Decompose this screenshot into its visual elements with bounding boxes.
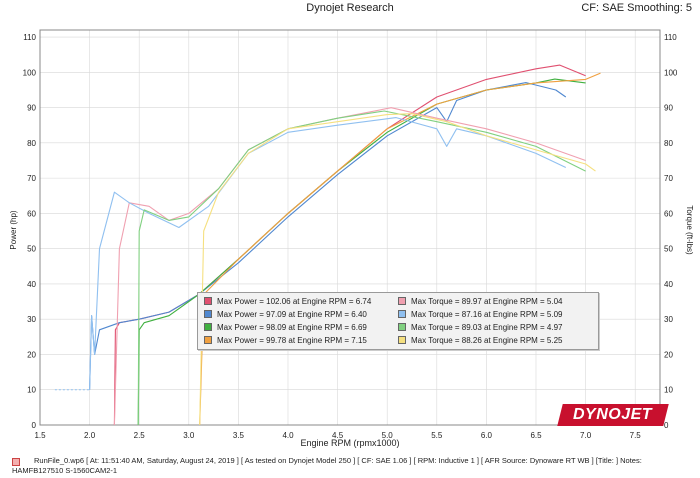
y-tick-label-right: 20: [664, 350, 673, 359]
x-tick-label: 3.5: [233, 431, 245, 440]
power-series-line: [113, 64, 586, 426]
dynojet-logo: DYNOJET: [557, 404, 669, 426]
correction-smoothing-label: CF: SAE Smoothing: 5: [581, 2, 692, 14]
x-axis-label: Engine RPM (rpmx1000): [300, 438, 399, 448]
legend-swatch: [398, 296, 406, 305]
y-tick-label-left: 40: [27, 280, 36, 289]
torque-series-line: [199, 113, 596, 426]
legend-swatch: [398, 322, 406, 331]
y-tick-label-right: 10: [664, 386, 673, 395]
legend-item: Max Power = 97.09 at Engine RPM = 6.40: [204, 309, 367, 320]
legend: Max Power = 102.06 at Engine RPM = 6.74 …: [197, 292, 599, 350]
torque-series-line: [113, 107, 586, 426]
legend-swatch: [204, 335, 212, 344]
torque-series-line: [137, 110, 586, 426]
legend-item: Max Torque = 87.16 at Engine RPM = 5.09: [398, 309, 563, 320]
logo-text: DYNOJET: [573, 406, 653, 423]
y-tick-label-left: 10: [27, 386, 36, 395]
x-tick-label: 4.5: [332, 431, 344, 440]
y-tick-label-right: 80: [664, 139, 673, 148]
x-tick-label: 5.0: [382, 431, 394, 440]
y-tick-label-left: 90: [27, 104, 36, 113]
x-tick-label: 6.0: [481, 431, 493, 440]
x-tick-label: 1.5: [34, 431, 46, 440]
power-series-line: [199, 72, 601, 426]
legend-item: Max Power = 98.09 at Engine RPM = 6.69: [204, 322, 367, 333]
y-tick-label-right: 90: [664, 104, 673, 113]
y-tick-label-right: 30: [664, 315, 673, 324]
run-file-footer: RunFile_0.wp6 [ At: 11:51:40 AM, Saturda…: [0, 455, 700, 478]
legend-item: Max Torque = 88.26 at Engine RPM = 5.25: [398, 335, 563, 346]
y-tick-label-right: 60: [664, 209, 673, 218]
legend-label: Max Torque = 89.97 at Engine RPM = 5.04: [411, 297, 563, 306]
x-tick-label: 5.5: [431, 431, 443, 440]
legend-item: Max Torque = 89.97 at Engine RPM = 5.04: [398, 296, 563, 307]
power-series-line: [137, 78, 586, 426]
x-tick-label: 6.5: [530, 431, 542, 440]
y-axis-label-left: Power (hp): [9, 210, 18, 249]
y-tick-label-right: 50: [664, 245, 673, 254]
y-tick-label-left: 100: [23, 68, 37, 77]
x-tick-label: 3.0: [183, 431, 195, 440]
legend-label: Max Power = 97.09 at Engine RPM = 6.40: [217, 310, 367, 319]
legend-item: Max Torque = 89.03 at Engine RPM = 4.97: [398, 322, 563, 333]
legend-swatch: [204, 322, 212, 331]
series-lines: [89, 64, 601, 426]
legend-swatch: [398, 335, 406, 344]
y-tick-label-left: 80: [27, 139, 36, 148]
y-tick-label-left: 110: [23, 33, 36, 42]
legend-label: Max Torque = 87.16 at Engine RPM = 5.09: [411, 310, 563, 319]
grid: [39, 30, 660, 426]
legend-swatch: [398, 309, 406, 318]
axes: 1.5 2.0 2.5 3.0 3.5 4.0 4.5 5.0 5.5 6.0 6.5 7.0 7.5 0…: [23, 29, 678, 440]
y-tick-label-left: 70: [27, 174, 36, 183]
legend-swatch: [204, 309, 212, 318]
y-tick-label-right: 110: [664, 33, 677, 42]
x-tick-label: 2.5: [134, 431, 146, 440]
legend-swatch: [204, 296, 212, 305]
y-tick-label-right: 70: [664, 174, 673, 183]
run-file-notes: HAMFB127510 S-1560CAM2-1: [12, 466, 118, 475]
chart-title: Dynojet Research: [306, 2, 394, 14]
run-file-info: RunFile_0.wp6 [ At: 11:51:40 AM, Saturda…: [34, 456, 642, 465]
y-tick-label-left: 30: [27, 315, 36, 324]
x-tick-label: 4.0: [282, 431, 294, 440]
x-tick-label: 7.0: [580, 431, 592, 440]
y-tick-label-left: 20: [27, 350, 36, 359]
legend-item: Max Power = 102.06 at Engine RPM = 6.74: [204, 296, 371, 307]
legend-label: Max Power = 98.09 at Engine RPM = 6.69: [217, 323, 367, 332]
y-tick-label-left: 0: [32, 421, 37, 430]
legend-label: Max Torque = 89.03 at Engine RPM = 4.97: [411, 323, 563, 332]
legend-label: Max Torque = 88.26 at Engine RPM = 5.25: [411, 336, 563, 345]
x-tick-label: 2.0: [84, 431, 96, 440]
plot-frame: [39, 29, 661, 426]
legend-item: Max Power = 99.78 at Engine RPM = 7.15: [204, 335, 367, 346]
y-axis-label-right: Torque (ft-lbs): [685, 205, 694, 255]
x-tick-label: 7.5: [630, 431, 642, 440]
legend-label: Max Power = 99.78 at Engine RPM = 7.15: [217, 336, 367, 345]
run-file-marker-icon[interactable]: [12, 458, 20, 466]
y-tick-label-right: 100: [664, 68, 678, 77]
y-tick-label-left: 50: [27, 245, 36, 254]
y-tick-label-left: 60: [27, 209, 36, 218]
dyno-chart: 1.5 2.0 2.5 3.0 3.5 4.0 4.5 5.0 5.5 6.0 6.5 7.0 7.5 0…: [9, 29, 694, 448]
y-tick-label-right: 0: [664, 421, 669, 430]
y-tick-label-right: 40: [664, 280, 673, 289]
legend-label: Max Power = 102.06 at Engine RPM = 6.74: [217, 297, 372, 306]
